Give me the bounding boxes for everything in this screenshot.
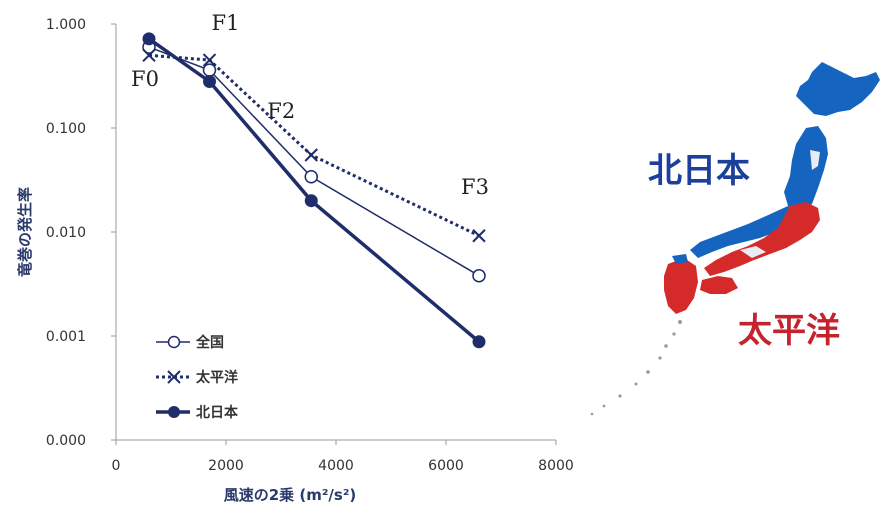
data-point-filled-circle: [304, 194, 318, 208]
x-tick-label: 8000: [538, 458, 574, 474]
y-tick-label: 0.010: [46, 225, 86, 241]
legend-item-pacific: 太平洋: [156, 369, 238, 386]
map-label-northern: 北日本: [648, 151, 750, 191]
legend-label-pacific: 太平洋: [196, 369, 238, 386]
y-tick-label: 0.000: [46, 433, 86, 449]
map-shikoku: [700, 276, 738, 294]
legend-label-northern: 北日本: [196, 404, 239, 421]
legend-item-national: 全国: [156, 334, 224, 351]
data-point-filled-circle: [142, 32, 156, 46]
map-tohoku: [784, 126, 828, 212]
annotation-f3: F3: [461, 175, 489, 199]
x-tick-label: 2000: [208, 458, 244, 474]
legend-item-northern: 北日本: [156, 404, 239, 421]
y-tick-label: 0.001: [46, 329, 86, 345]
data-point-filled-circle: [472, 335, 486, 349]
map-label-pacific: 太平洋: [738, 311, 840, 351]
legend-marker-filled-circle: [168, 406, 180, 418]
data-point-open-circle: [304, 169, 318, 184]
map-hokkaido: [796, 62, 880, 116]
legend: 全国 太平洋 北日本: [156, 334, 239, 421]
x-tick-label: 4000: [318, 458, 354, 474]
annotation-f1: F1: [212, 11, 240, 35]
series-line-0: [148, 46, 480, 277]
data-point-open-circle: [472, 268, 486, 283]
map-honshu-pacific: [704, 202, 820, 276]
annotation-f0: F0: [131, 67, 159, 91]
y-tick-label: 0.100: [46, 121, 86, 137]
map-tohoku-inner: [810, 150, 820, 170]
map-honshu-inland: [740, 246, 766, 258]
data-point-open-circle: [202, 63, 217, 77]
y-axis-label: 竜巻の発生率: [16, 187, 34, 277]
map-honshu-japan-sea: [690, 206, 800, 258]
x-tick-label: 0: [112, 458, 121, 474]
map-kyushu-north: [672, 254, 688, 264]
map-kyushu: [664, 258, 698, 314]
x-axis-label: 風速の2乗 (m²/s²): [224, 486, 357, 504]
data-point-x: [472, 229, 486, 243]
annotation-f2: F2: [267, 99, 295, 123]
legend-marker-open-circle: [167, 335, 181, 349]
legend-marker-x: [167, 370, 181, 384]
chart-area: 1.000 0.100 0.010 0.001 0.000 0 2000 4000 6000 8…: [16, 11, 574, 504]
x-tick-label: 6000: [428, 458, 464, 474]
data-point-x: [202, 53, 217, 67]
data-point-filled-circle: [203, 74, 216, 88]
series-line-2: [147, 37, 481, 344]
series-line-1: [148, 53, 480, 238]
data-point-x: [142, 48, 156, 63]
data-point-x: [304, 148, 318, 162]
map-southwest-islands: [590, 320, 682, 416]
legend-label-national: 全国: [195, 334, 224, 351]
y-tick-label: 1.000: [46, 17, 86, 33]
japan-map: 北日本 太平洋: [590, 62, 880, 416]
